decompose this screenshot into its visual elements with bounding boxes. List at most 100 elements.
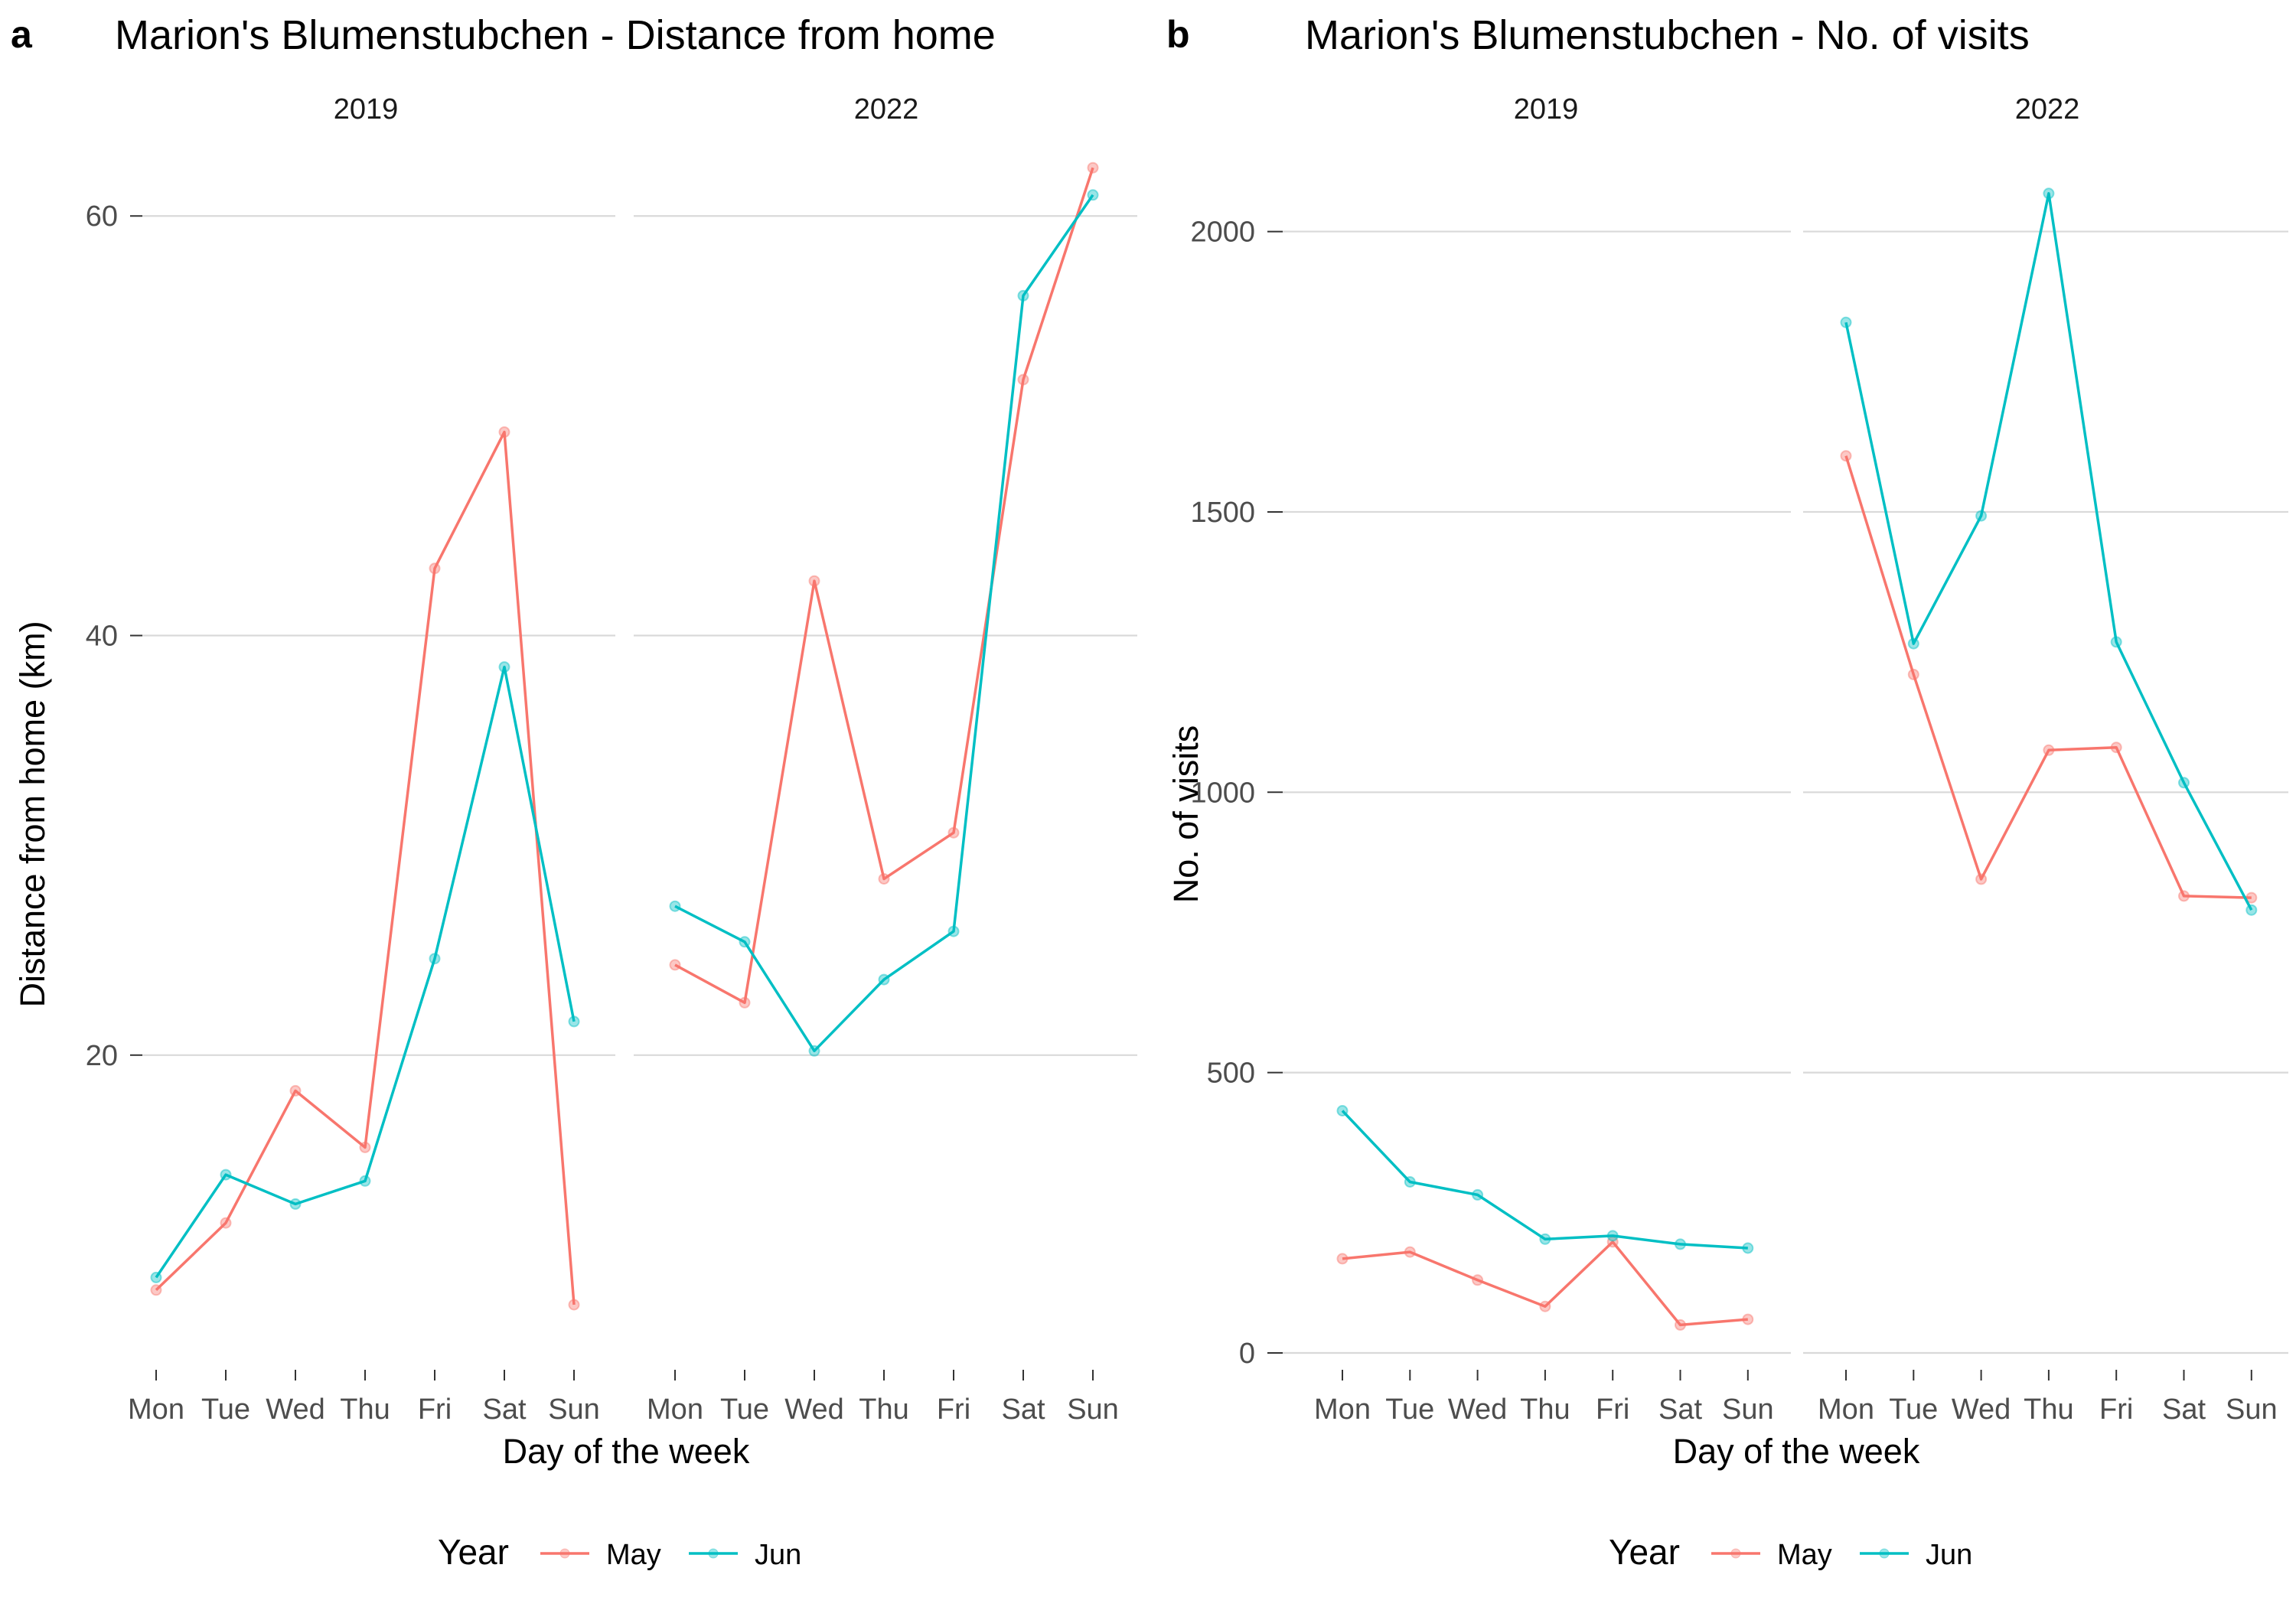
point-2019-may-fri (429, 562, 441, 575)
point-2022-may-sat (2178, 890, 2190, 902)
y-tick-label-1000: 1000 (1190, 777, 1255, 809)
chart-distance-y-axis-title: Distance from home (km) (13, 621, 52, 1007)
point-2022-may-sat (1017, 373, 1029, 386)
chart-visits-tag: b (1166, 13, 1190, 56)
x-tick-label-2019-sun: Sun (1722, 1393, 1774, 1426)
point-2022-jun-thu (878, 973, 890, 986)
series-line-2022-may (1844, 455, 2252, 899)
point-2019-may-sat (498, 426, 510, 438)
point-2022-jun-wed (808, 1045, 820, 1057)
chart-distance-legend-title: Year (438, 1532, 509, 1572)
chart-visits-legend: Year May Jun (1609, 1532, 1972, 1572)
x-tick-label-2022-sat: Sat (1001, 1393, 1045, 1426)
chart-distance-x-ticks: Mon Tue Wed Thu Fri Sat Sun Mon Tue Wed Thu Fri Sat S… (128, 1370, 1119, 1426)
point-2019-jun-sun (568, 1015, 580, 1028)
y-tick-label-1500: 1500 (1190, 497, 1255, 529)
y-tick-label-40: 40 (86, 621, 118, 653)
chart-visits-y-axis-title: No. of visits (1166, 725, 1205, 904)
panel-2019-strip-label: 2019 (1514, 93, 1579, 125)
point-2019-jun-sun (1742, 1242, 1754, 1254)
chart-distance-x-axis-title: Day of the week (503, 1432, 750, 1471)
point-2022-jun-mon (669, 900, 681, 912)
chart-visits-series (1336, 187, 2258, 1331)
chart-distance-legend: Year May Jun (438, 1532, 801, 1572)
point-2022-jun-tue (1907, 637, 1919, 650)
point-2019-may-sun (568, 1299, 580, 1311)
x-tick-label-2019-wed: Wed (1448, 1393, 1507, 1426)
point-2019-may-thu (359, 1141, 371, 1153)
point-2022-jun-wed (1975, 510, 1988, 522)
series-line-2022-may (674, 167, 1094, 1005)
point-2022-may-mon (669, 959, 681, 971)
legend-key-jun-point (708, 1548, 719, 1559)
series-line-2019-may (155, 430, 576, 1305)
x-tick-label-2019-tue: Tue (1385, 1393, 1434, 1426)
legend-key-may (1711, 1548, 1760, 1559)
point-2022-jun-fri (2110, 636, 2122, 648)
point-2019-may-wed (1472, 1274, 1484, 1286)
x-tick-label-2022-tue: Tue (720, 1393, 769, 1426)
legend-key-jun-point (1879, 1548, 1890, 1559)
x-tick-label-2019-sat: Sat (482, 1393, 526, 1426)
chart-visits-y-ticks: 0 500 1000 1500 2000 (1190, 217, 1283, 1370)
legend-label-may: May (1777, 1539, 1832, 1571)
point-2019-jun-fri (429, 953, 441, 965)
point-2019-may-sun (1742, 1313, 1754, 1325)
x-tick-label-2022-thu: Thu (859, 1393, 908, 1426)
x-tick-label-2019-tue: Tue (201, 1393, 250, 1426)
x-tick-label-2019-fri: Fri (418, 1393, 452, 1426)
chart-distance: a Marion's Blumenstubchen - Distance fro… (11, 12, 1137, 1572)
panel-2022-strip-label: 2022 (2015, 93, 2080, 125)
x-tick-label-2019-wed: Wed (266, 1393, 325, 1426)
point-2019-may-tue (1404, 1246, 1416, 1258)
point-2019-may-tue (220, 1217, 232, 1229)
panel-2022-strip-label: 2022 (854, 93, 919, 125)
x-tick-label-2022-fri: Fri (937, 1393, 970, 1426)
point-2019-may-wed (289, 1084, 302, 1097)
x-tick-label-2022-wed: Wed (784, 1393, 843, 1426)
series-line-2022-jun (674, 194, 1094, 1053)
chart-distance-legend-items: May Jun (540, 1539, 801, 1571)
chart-distance-gridlines (142, 215, 1137, 1056)
point-2022-jun-mon (1840, 316, 1852, 328)
chart-visits-title: Marion's Blumenstubchen - No. of visits (1305, 12, 2030, 58)
point-2022-jun-sun (2245, 904, 2258, 916)
chart-distance-tag: a (11, 13, 33, 56)
legend-key-jun (689, 1548, 738, 1559)
x-tick-label-2022-tue: Tue (1889, 1393, 1938, 1426)
point-2019-jun-wed (1472, 1188, 1484, 1201)
point-2019-jun-tue (220, 1169, 232, 1181)
legend-key-jun (1860, 1548, 1909, 1559)
point-2019-jun-sat (498, 661, 510, 673)
chart-distance-title: Marion's Blumenstubchen - Distance from … (115, 12, 996, 58)
point-2022-may-fri (2110, 742, 2122, 754)
series-line-2019-jun (155, 665, 576, 1279)
point-2022-may-tue (1907, 668, 1919, 680)
point-2022-jun-thu (2043, 187, 2055, 200)
x-tick-label-2019-mon: Mon (1314, 1393, 1371, 1426)
series-line-2019-may (1342, 1240, 1748, 1327)
point-2022-jun-tue (739, 936, 751, 948)
point-2019-jun-mon (1336, 1105, 1349, 1116)
x-tick-label-2019-thu: Thu (340, 1393, 390, 1426)
chart-visits: b Marion's Blumenstubchen - No. of visit… (1166, 12, 2288, 1572)
series-line-2019-jun (1341, 1110, 1748, 1250)
legend-key-may-point (559, 1548, 570, 1559)
point-2022-may-mon (1840, 450, 1852, 462)
chart-visits-legend-items: May Jun (1711, 1539, 1972, 1571)
point-2022-may-thu (878, 873, 890, 885)
legend-label-may: May (606, 1539, 661, 1571)
legend-label-jun: Jun (1926, 1539, 1972, 1571)
point-2019-may-mon (1336, 1253, 1349, 1265)
point-2019-jun-wed (289, 1198, 302, 1210)
legend-key-may (540, 1548, 589, 1559)
x-tick-label-2019-sun: Sun (548, 1393, 600, 1426)
chart-visits-gridlines (1283, 230, 2288, 1354)
chart-distance-y-ticks: 20 40 60 (86, 200, 142, 1072)
chart-distance-series (150, 161, 1099, 1311)
point-2022-may-wed (808, 575, 820, 587)
y-tick-label-20: 20 (86, 1040, 118, 1072)
